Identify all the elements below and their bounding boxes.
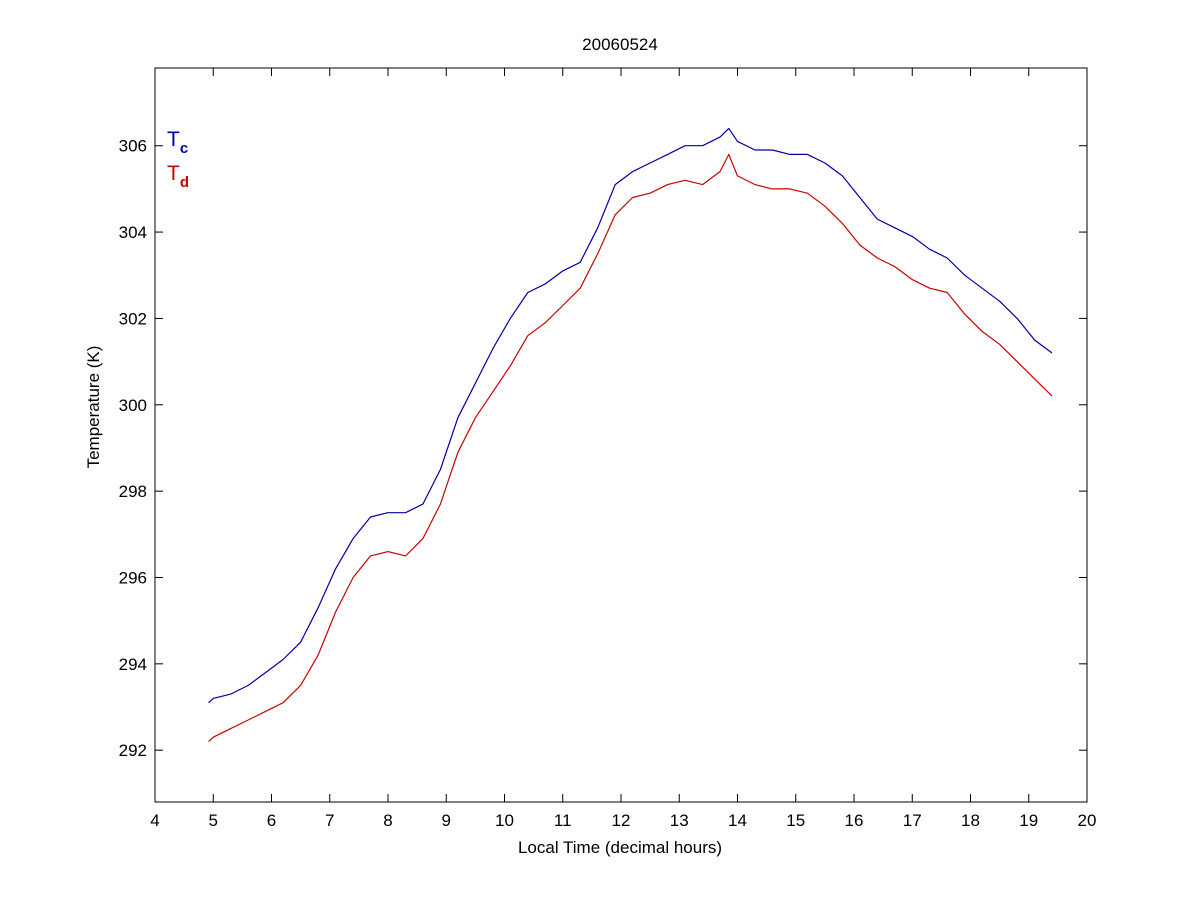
x-tick-label: 15 (786, 811, 805, 830)
x-tick-label: 18 (961, 811, 980, 830)
x-tick-label: 6 (267, 811, 276, 830)
x-tick-label: 4 (150, 811, 159, 830)
series-line-tc (208, 127, 1053, 704)
legend-entry-td: Td (167, 162, 189, 191)
x-tick-label: 17 (903, 811, 922, 830)
y-tick-label: 294 (119, 655, 147, 674)
x-axis: 4 5 6 7 8 9 10 11 12 13 14 15 16 17 18 19 20 (150, 68, 1096, 830)
legend-entry-tc: Tc (167, 128, 188, 157)
x-tick-label: 10 (495, 811, 514, 830)
x-tick-label: 13 (670, 811, 689, 830)
x-tick-label: 14 (728, 811, 747, 830)
x-tick-label: 8 (383, 811, 392, 830)
x-tick-label: 16 (845, 811, 864, 830)
x-tick-label: 7 (325, 811, 334, 830)
y-tick-label: 292 (119, 741, 147, 760)
y-tick-label: 298 (119, 482, 147, 501)
x-tick-label: 20 (1078, 811, 1097, 830)
y-axis: 292 294 296 298 300 302 304 306 (119, 137, 1087, 760)
plot-lines (208, 127, 1053, 743)
x-axis-label: Local Time (decimal hours) (518, 838, 722, 857)
series-line-td (208, 153, 1053, 743)
legend-td-main: T (167, 162, 180, 185)
y-tick-label: 304 (119, 223, 147, 242)
chart-title: 20060524 (582, 35, 658, 54)
x-tick-label: 5 (209, 811, 218, 830)
x-tick-label: 9 (442, 811, 451, 830)
legend-tc-main: T (167, 128, 180, 151)
y-tick-label: 296 (119, 568, 147, 587)
y-tick-label: 306 (119, 137, 147, 156)
legend-td-sub: d (180, 174, 189, 191)
legend: Tc Td (167, 128, 189, 191)
x-tick-label: 12 (612, 811, 631, 830)
y-tick-label: 302 (119, 309, 147, 328)
x-tick-label: 19 (1019, 811, 1038, 830)
legend-tc-sub: c (180, 140, 188, 157)
y-tick-label: 300 (119, 396, 147, 415)
y-axis-label: Temperature (K) (84, 346, 103, 469)
x-tick-label: 11 (554, 811, 572, 830)
